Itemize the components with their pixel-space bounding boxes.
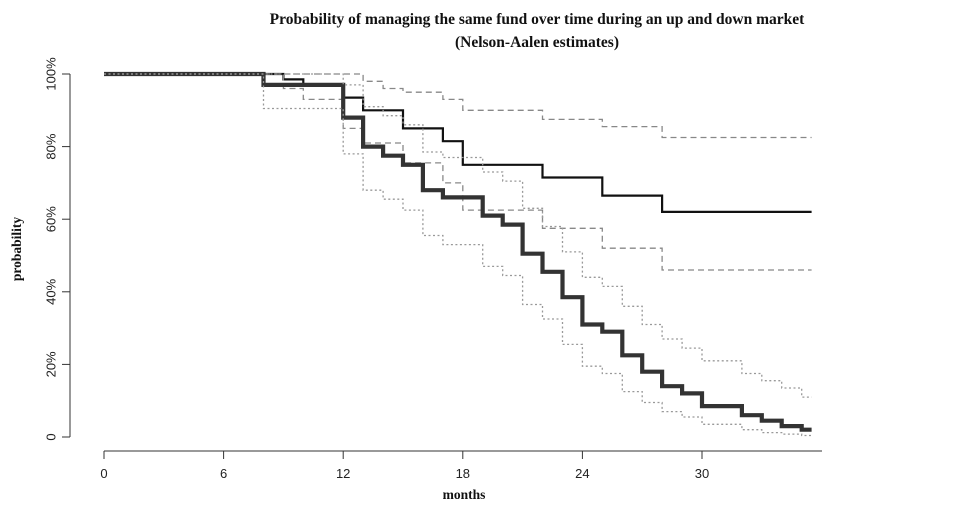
y-tick-label: 40% (44, 278, 59, 304)
chart-subtitle: (Nelson-Aalen estimates) (455, 34, 619, 51)
x-tick-label: 24 (575, 466, 589, 481)
y-tick-label: 60% (44, 206, 59, 232)
x-tick-label: 12 (336, 466, 350, 481)
series-line-4-thick-solid (104, 71, 812, 432)
series-line-1-thin-solid (104, 72, 812, 213)
series-line-6-thin-dotted (104, 73, 812, 437)
y-tick-label: 80% (44, 133, 59, 159)
series-line-3-thin-dashed (104, 73, 812, 271)
y-tick-label: 0 (44, 433, 59, 440)
series-line-5-thin-dotted (104, 73, 812, 398)
series-layer (104, 71, 812, 437)
y-axis-label: probability (9, 217, 24, 282)
series-line-2-thin-dashed (104, 73, 812, 139)
x-axis-label: months (443, 487, 486, 502)
x-tick-label: 18 (456, 466, 470, 481)
chart-title: Probability of managing the same fund ov… (270, 11, 806, 28)
y-tick-label: 100% (44, 57, 59, 91)
x-tick-label: 0 (100, 466, 107, 481)
x-tick-label: 30 (695, 466, 709, 481)
y-tick-label: 20% (44, 351, 59, 377)
x-axis-ticks: 0 6 12 18 24 30 (100, 451, 709, 481)
x-tick-label: 6 (220, 466, 227, 481)
y-axis-ticks: 0 20% 40% 60% 80% 100% (44, 57, 70, 441)
